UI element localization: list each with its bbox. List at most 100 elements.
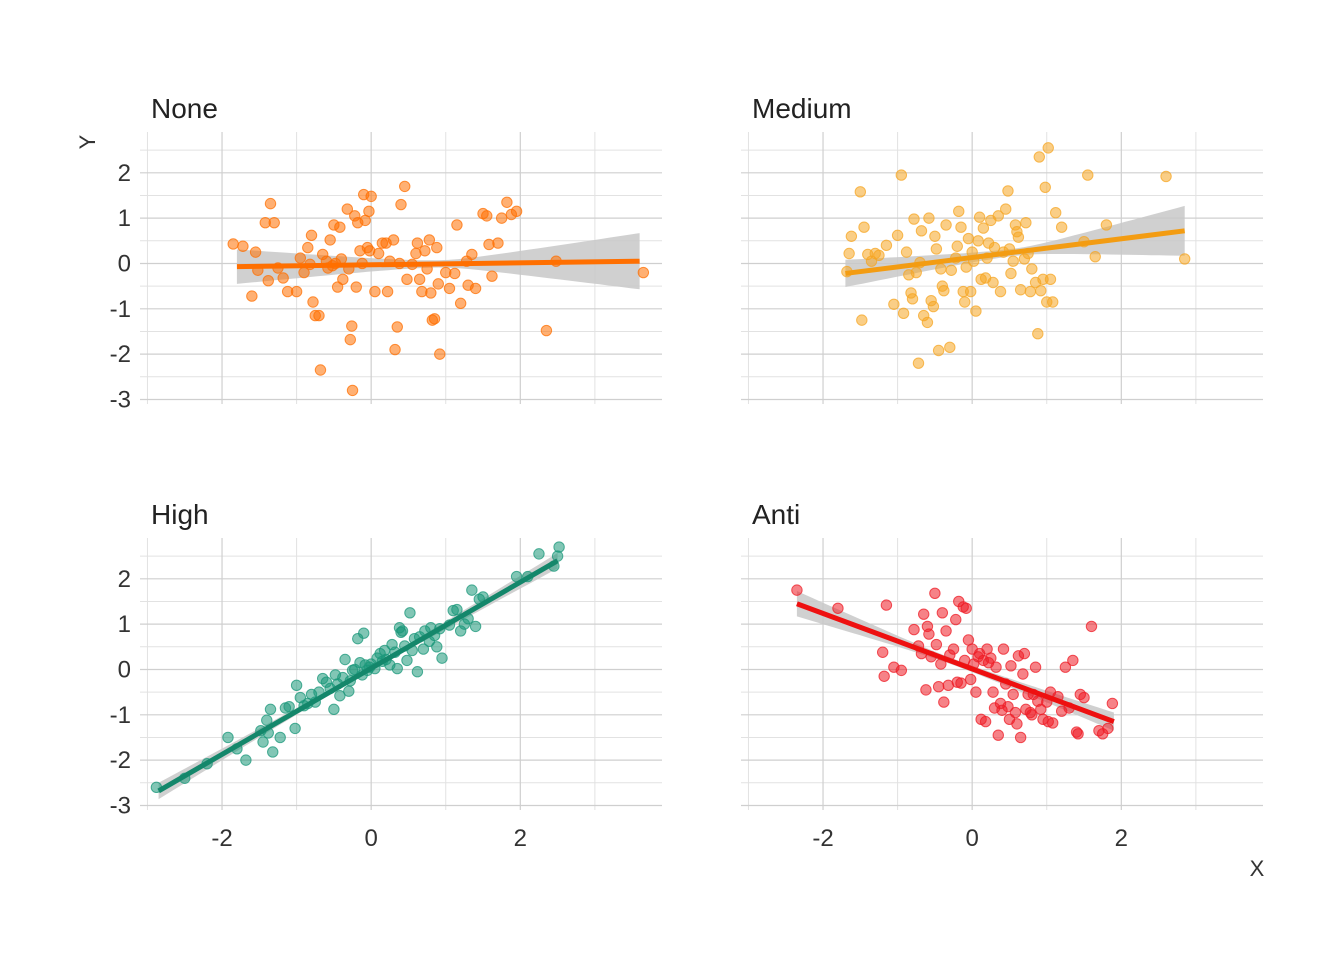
data-point xyxy=(222,731,234,744)
data-point xyxy=(1026,263,1038,275)
data-point xyxy=(401,273,413,286)
data-point xyxy=(1055,221,1068,233)
data-point xyxy=(428,313,441,325)
data-point xyxy=(1020,216,1032,229)
data-point xyxy=(912,357,925,369)
data-point xyxy=(944,341,956,354)
data-point xyxy=(985,652,997,664)
data-point xyxy=(1078,691,1090,704)
data-point xyxy=(1014,731,1027,744)
data-point xyxy=(1047,717,1059,729)
data-point xyxy=(637,266,650,279)
data-point xyxy=(264,703,277,716)
data-point xyxy=(401,654,413,667)
data-point xyxy=(423,234,436,246)
data-point xyxy=(906,293,919,305)
data-point xyxy=(1044,273,1057,286)
panel-high: High -3 -2 -1 0 1 2 -2 0 2 xyxy=(110,499,662,852)
data-point xyxy=(1085,620,1098,633)
data-point xyxy=(1100,219,1113,231)
data-point xyxy=(290,285,303,298)
data-point xyxy=(977,222,990,234)
data-point xyxy=(469,282,482,295)
data-point xyxy=(979,715,992,728)
y-tick-label: -2 xyxy=(110,747,131,774)
y-tick-label: -3 xyxy=(110,386,131,413)
data-point xyxy=(936,607,949,619)
x-tick-label: 0 xyxy=(364,825,377,852)
data-point xyxy=(314,364,327,376)
data-point xyxy=(411,666,424,678)
data-point xyxy=(328,703,340,716)
data-point xyxy=(1011,718,1023,730)
data-point xyxy=(1082,169,1094,181)
data-point xyxy=(404,607,416,619)
data-point xyxy=(1179,253,1191,265)
y-tick-label: 2 xyxy=(118,160,131,187)
data-point xyxy=(413,273,426,286)
data-point xyxy=(960,602,972,614)
data-point xyxy=(331,281,344,293)
data-point xyxy=(264,197,277,210)
data-point xyxy=(832,602,844,614)
data-point xyxy=(411,237,424,249)
panel-anti: Anti -2 0 2 xyxy=(741,499,1263,852)
data-point xyxy=(987,276,999,289)
x-tick-label: 2 xyxy=(514,825,527,852)
data-point xyxy=(994,285,1007,298)
data-point xyxy=(501,196,513,208)
data-point xyxy=(369,285,381,298)
data-point xyxy=(873,249,885,262)
confidence-band xyxy=(236,233,640,290)
data-point xyxy=(878,670,890,682)
data-point xyxy=(1007,688,1019,701)
data-point xyxy=(1049,206,1062,219)
y-tick-label: -1 xyxy=(110,296,131,323)
data-point xyxy=(344,333,356,346)
data-point xyxy=(277,272,289,284)
data-point xyxy=(372,247,385,260)
data-point xyxy=(358,627,370,639)
data-point xyxy=(1089,250,1101,263)
data-point xyxy=(425,287,437,299)
data-point xyxy=(973,211,986,223)
data-point xyxy=(1059,661,1072,673)
data-point xyxy=(997,643,1010,655)
data-point xyxy=(237,240,249,252)
data-point xyxy=(337,273,349,286)
data-point xyxy=(1002,185,1014,197)
data-point xyxy=(1035,284,1047,297)
data-point xyxy=(399,180,411,193)
data-point xyxy=(854,186,867,198)
data-point xyxy=(307,296,319,308)
data-point xyxy=(1102,722,1114,735)
data-point xyxy=(929,230,941,242)
data-point xyxy=(964,673,977,686)
data-point xyxy=(486,270,498,282)
data-point xyxy=(908,623,920,636)
data-point xyxy=(1042,142,1054,154)
data-point xyxy=(339,653,351,666)
panel-title: Medium xyxy=(752,93,852,124)
data-point xyxy=(895,169,908,181)
data-point xyxy=(1039,181,1051,194)
data-point xyxy=(240,754,252,766)
data-point xyxy=(1067,654,1079,667)
data-point xyxy=(481,210,493,222)
data-point xyxy=(1000,203,1012,215)
data-point xyxy=(935,263,947,275)
data-point xyxy=(313,309,325,322)
regression-line xyxy=(236,258,640,270)
data-point xyxy=(443,282,456,295)
data-point xyxy=(451,603,463,616)
data-point xyxy=(466,248,478,261)
data-point xyxy=(929,587,941,600)
data-point xyxy=(932,344,945,357)
data-point xyxy=(257,736,269,748)
data-point xyxy=(1072,728,1084,740)
x-tick-label: -2 xyxy=(211,825,232,852)
data-point xyxy=(290,679,303,692)
y-tick-label: -2 xyxy=(110,341,131,368)
data-point xyxy=(246,290,258,302)
